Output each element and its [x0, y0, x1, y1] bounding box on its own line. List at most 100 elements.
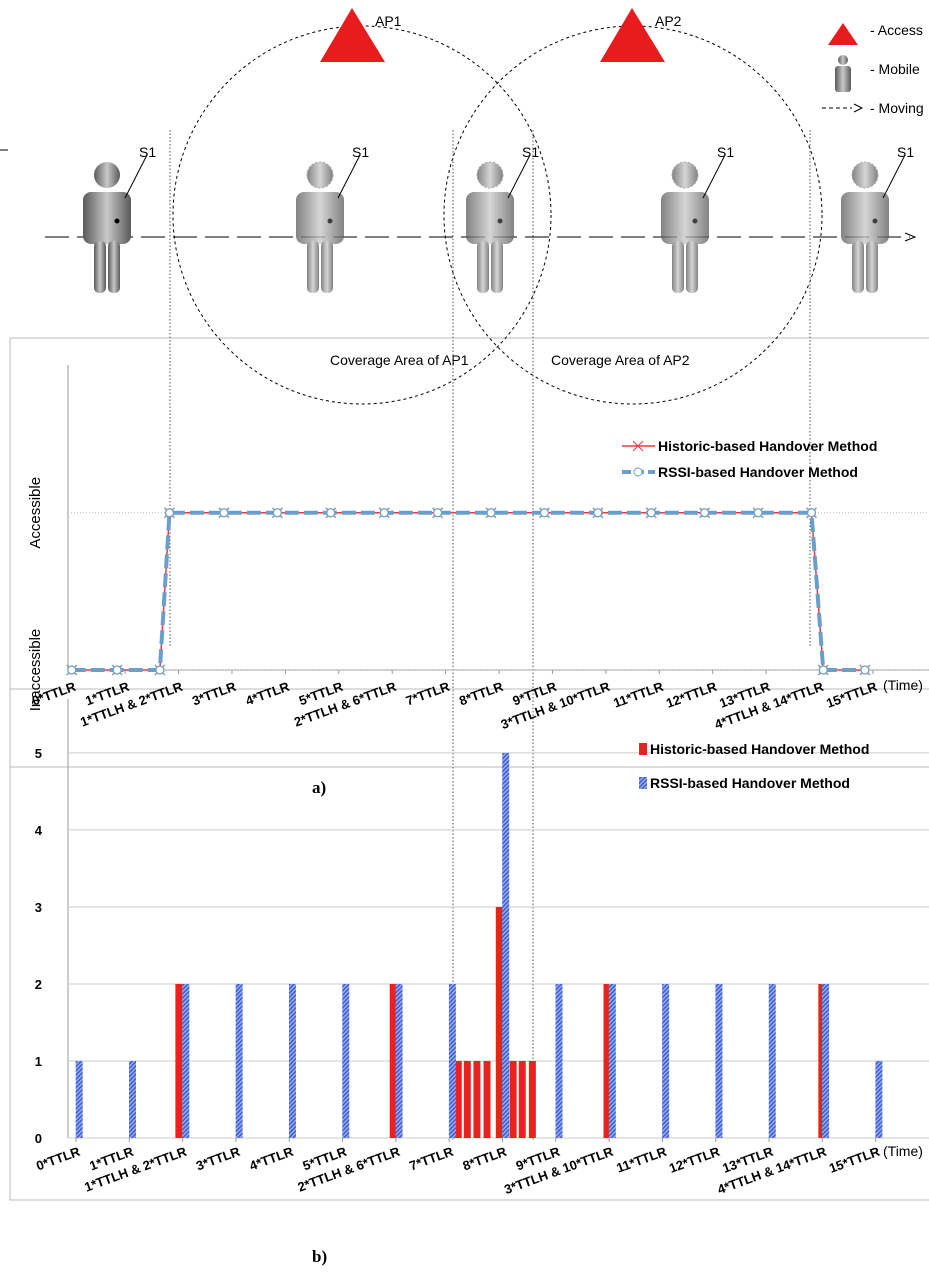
leg: [477, 241, 489, 293]
guide-lines: [169, 130, 811, 1140]
torso: [296, 192, 344, 244]
ap-icon: [600, 8, 665, 62]
pointer: [124, 154, 148, 199]
leg: [866, 241, 878, 293]
device: [497, 218, 503, 224]
legend-mobile-body: [835, 66, 851, 92]
x-axis-label: (Time): [883, 1143, 923, 1159]
bar: [389, 983, 397, 1138]
leg: [852, 241, 864, 293]
device: [327, 218, 333, 224]
point: [646, 508, 656, 518]
station-label: S1: [352, 144, 369, 160]
legend-label: - Mobile: [870, 61, 920, 77]
x-tick-label: 8*TTLR: [457, 679, 505, 709]
x-tick-label: 11*TTLR: [614, 1144, 669, 1176]
bar: [528, 1060, 536, 1138]
bar: [483, 1060, 491, 1138]
point: [379, 508, 389, 518]
x-axis-label: (Time): [883, 677, 923, 693]
head: [851, 161, 879, 189]
legend-moving-arrow: [853, 103, 864, 113]
bar: [175, 983, 183, 1138]
station-label: S1: [522, 144, 539, 160]
leg: [108, 241, 120, 293]
ap-label: AP2: [655, 13, 682, 29]
leg: [307, 241, 319, 293]
point: [818, 665, 828, 675]
point: [219, 508, 229, 518]
bar: [555, 983, 563, 1138]
mobile-station: [661, 161, 709, 293]
leg: [321, 241, 333, 293]
mobile-station: [296, 161, 344, 293]
torso: [466, 192, 514, 244]
bar: [495, 906, 503, 1138]
caption: b): [312, 1247, 327, 1266]
path-arrow: [904, 232, 917, 242]
station-label: S1: [139, 144, 156, 160]
legend-swatch: [639, 777, 647, 789]
device: [692, 218, 698, 224]
legend-mobile-head: [838, 55, 848, 65]
y-tick-label: Inaccessible: [27, 629, 44, 712]
point: [700, 508, 710, 518]
point: [164, 508, 175, 518]
bar: [603, 983, 611, 1138]
bar: [75, 1060, 83, 1138]
bar: [342, 983, 350, 1138]
legend-marker: [632, 440, 644, 452]
leg: [686, 241, 698, 293]
pointer: [337, 154, 361, 199]
legend-label: RSSI-based Handover Method: [650, 775, 850, 791]
leg: [672, 241, 684, 293]
bar: [395, 983, 403, 1138]
bar: [818, 983, 826, 1138]
coverage-label: Coverage Area of AP1: [330, 352, 469, 368]
legend-marker: [633, 467, 643, 477]
bar: [662, 983, 670, 1138]
ap-label: AP1: [375, 13, 402, 29]
bar: [463, 1060, 471, 1138]
legend-label: - Moving: [870, 100, 924, 116]
caption: a): [312, 778, 326, 797]
pointer: [702, 154, 726, 199]
x-tick-label: 15*TTLR: [827, 1144, 882, 1176]
mobile-station: [841, 161, 889, 293]
bar: [875, 1060, 883, 1138]
head: [94, 162, 120, 188]
point: [432, 508, 443, 518]
ap-icon: [320, 8, 385, 62]
bar: [448, 983, 456, 1138]
torso: [841, 192, 889, 244]
mobile-station: [83, 162, 131, 293]
head: [306, 161, 334, 189]
station-label: S1: [717, 144, 734, 160]
y-tick-label: 4: [35, 823, 43, 838]
device: [114, 218, 120, 224]
x-tick-label: 7*TTLR: [404, 679, 452, 709]
point: [272, 508, 283, 518]
torso: [661, 192, 709, 244]
series-line: [71, 512, 865, 671]
leg: [491, 241, 503, 293]
leg: [94, 241, 106, 293]
y-tick-label: 1: [35, 1054, 42, 1069]
point: [539, 508, 550, 518]
series-line: [71, 510, 865, 672]
x-tick-label: 0*TTLR: [34, 1144, 82, 1174]
x-tick-label: 11*TTLR: [611, 679, 666, 711]
y-tick-label: 2: [35, 977, 42, 992]
torso: [83, 192, 131, 244]
legend-label: RSSI-based Handover Method: [658, 464, 858, 480]
legend-ap-icon: [828, 23, 858, 45]
x-tick-label: 3*TTLR: [190, 679, 238, 709]
x-tick-label: 12*TTLR: [664, 679, 719, 711]
legend-label: Historic-based Handover Method: [650, 741, 869, 757]
point: [860, 665, 870, 675]
bar: [454, 1060, 462, 1138]
chart-frame: [9, 688, 929, 1201]
x-tick-label: 4*TTLR: [244, 679, 292, 709]
x-tick-label: 4*TTLR: [247, 1144, 295, 1174]
